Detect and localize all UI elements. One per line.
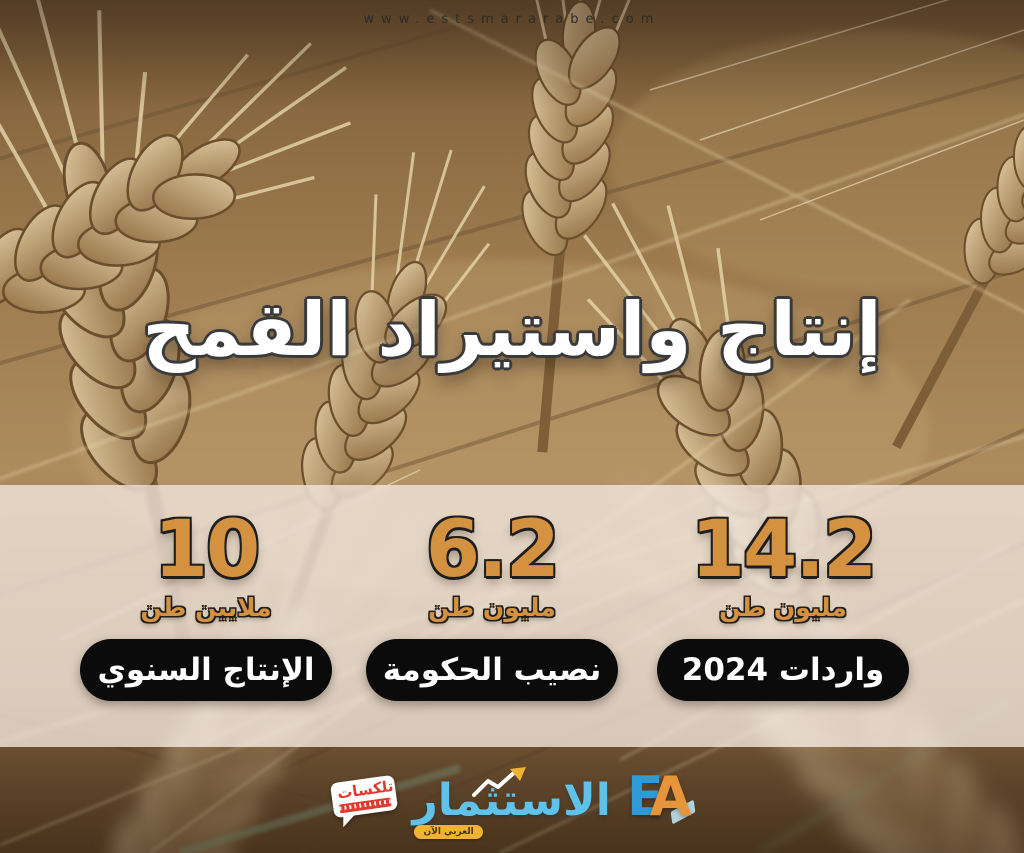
page-title: إنتاج واستيراد القمح <box>141 286 883 375</box>
investment-logo: الاستثمار العربي الآن <box>412 766 611 840</box>
footer-logos: تلكسات الاستثمار العربي الآن E A <box>0 749 1024 849</box>
stat-unit: مليون طن <box>427 593 556 622</box>
chart-zigzag-icon <box>471 766 526 797</box>
stat-unit: ملايين طن <box>140 593 273 622</box>
ea-letter-e: E <box>626 765 664 828</box>
stat-label-pill: واردات 2024 <box>657 638 909 701</box>
telexat-bubble-tail <box>343 813 356 827</box>
stat-label-pill: نصيب الحكومة <box>366 638 618 701</box>
stat-value: 6.2 <box>424 505 561 595</box>
stat-column-annual-production: 10 ملايين طن الإنتاج السنوي <box>80 505 332 701</box>
stat-label-pill: الإنتاج السنوي <box>80 638 332 701</box>
telexat-bubble: تلكسات <box>330 774 399 818</box>
stat-unit: مليون طن <box>718 593 847 622</box>
stat-column-government-share: 6.2 مليون طن نصيب الحكومة <box>366 505 618 701</box>
stat-value: 14.2 <box>689 505 878 595</box>
stat-column-imports-2024: 14.2 مليون طن واردات 2024 <box>657 505 909 701</box>
stat-value: 10 <box>152 505 262 595</box>
telexat-logo: تلكسات <box>330 774 399 827</box>
investment-name: الاستثمار <box>412 774 611 826</box>
stats-band: 10 ملايين طن الإنتاج السنوي 6.2 مليون طن… <box>0 485 1024 747</box>
website-url: www.estsmararabe.com <box>363 12 661 27</box>
investment-badge: العربي الآن <box>414 824 483 840</box>
ea-logo: E A <box>626 765 695 828</box>
ea-letter-a: A <box>649 765 692 828</box>
